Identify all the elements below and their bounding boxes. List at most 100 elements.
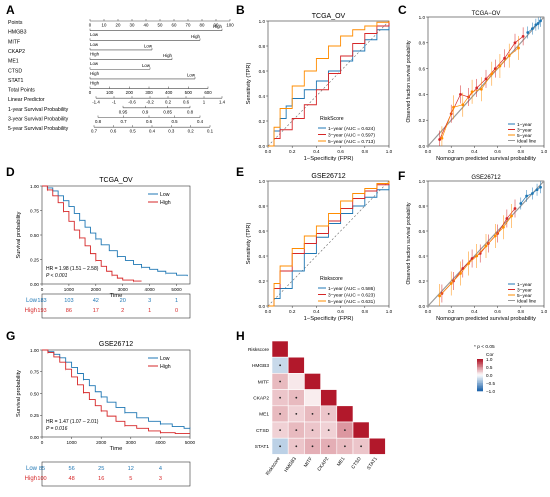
km-y-tick-label: 0.00 — [30, 435, 39, 440]
calibration-y-tick-label: 0.8 — [419, 41, 426, 46]
calibration-point — [519, 202, 523, 205]
nomogram-tick-label: 0.95 — [119, 109, 128, 114]
nomogram-tick-label: 0.8 — [187, 109, 194, 114]
heatmap-legend-gradient-step — [477, 376, 483, 379]
nomogram-tick-label: -0.6 — [128, 100, 136, 105]
calibration-point — [459, 93, 462, 96]
nomogram-tick-label: 20 — [116, 23, 121, 28]
roc-y-tick-label: 0.6 — [259, 69, 266, 74]
heatmap-row-label: Riskscore — [248, 347, 269, 353]
risk-table-cell: 20 — [120, 298, 126, 304]
nomogram-level-low: Low — [90, 61, 99, 66]
calibration-point — [521, 34, 525, 38]
nomogram-tick-label: 1.4 — [219, 100, 226, 105]
calibration-x-tick-label: 0.2 — [448, 149, 455, 154]
km-y-tick-label: 1.00 — [30, 348, 39, 353]
calibration-point — [539, 19, 542, 23]
heatmap-legend-gradient-step — [477, 365, 483, 368]
risk-table-cell: 56 — [68, 466, 74, 472]
heatmap-significance-mark — [327, 445, 330, 448]
calibration-point — [467, 262, 470, 265]
km-y-tick-label: 1.00 — [30, 184, 39, 189]
heatmap-cell — [352, 421, 370, 439]
panel-letter-g: G — [6, 329, 15, 343]
nomogram-level-low: Low — [142, 63, 151, 68]
roc-curve-3 — [268, 21, 390, 147]
heatmap-legend-gradient-step — [477, 367, 483, 369]
heatmap-legend-tick-label: 0.0 — [486, 373, 493, 378]
heatmap-significance-mark — [279, 413, 281, 415]
nomogram-tick-label: 60 — [172, 23, 177, 28]
nomogram-tick-label: 0.9 — [142, 109, 149, 114]
calibration-point — [539, 185, 542, 189]
heatmap-significance-mark — [279, 396, 281, 399]
heatmap-legend-gradient-step — [477, 389, 483, 392]
calibration-point — [498, 64, 502, 68]
nomogram-tick-label: 400 — [165, 90, 173, 95]
roc-y-tick-label: 0.2 — [259, 119, 266, 124]
roc-title: GSE26712 — [311, 173, 345, 180]
calibration-x-tick-label: 0.6 — [494, 149, 501, 154]
calibration-point — [503, 56, 506, 60]
nomogram-tick-label: 200 — [126, 90, 134, 95]
calibration-point — [475, 254, 479, 258]
nomogram-tick-label: 0.5 — [171, 119, 178, 124]
nomogram-level-high: High — [90, 51, 100, 56]
nomogram-tick-label: 0.7 — [91, 129, 98, 134]
roc-x-axis-label: 1−Specificity (FPR) — [304, 316, 354, 322]
roc-x-tick-label: 0.4 — [313, 149, 320, 154]
calibration-point — [449, 282, 453, 285]
nomogram-row-label: MITF — [8, 39, 20, 45]
calibration-x-tick-label: 1.0 — [541, 149, 548, 154]
calibration-x-tick-label: 0.8 — [518, 149, 525, 154]
nomogram-tick-label: 0 — [89, 90, 92, 95]
heatmap-legend-note: * p < 0.05 — [474, 344, 495, 350]
nomogram-row-label: 5-year Survival Probability — [8, 126, 69, 132]
heatmap-cell — [368, 437, 386, 455]
roc-plot-frame — [267, 180, 390, 307]
nomogram-tick-label: 0.1 — [207, 129, 214, 134]
nomogram-level-high: High — [163, 53, 173, 58]
risk-table-frame — [41, 461, 191, 487]
km-legend-label: High — [160, 364, 171, 370]
risk-table-row-label: High — [25, 476, 37, 482]
calibration-point — [507, 54, 511, 58]
heatmap-legend-gradient-step — [477, 363, 483, 366]
risk-table-cell: 3 — [159, 476, 162, 482]
km-y-tick-label: 0.25 — [30, 257, 39, 262]
calibration-line-3 — [441, 47, 519, 139]
nomogram-tick-label: 10 — [102, 23, 107, 28]
roc-legend-label: 5−year (AUC = 0.713) — [328, 139, 375, 145]
calibration-point — [510, 214, 513, 218]
nomogram-row-label: 3-year Survival Probability — [8, 117, 69, 123]
nomogram-tick-label: 0.2 — [188, 129, 195, 134]
heatmap-legend-gradient-step — [477, 373, 483, 376]
calibration-legend-label: 1−year — [517, 122, 532, 128]
km-y-tick-label: 0.00 — [30, 282, 39, 287]
roc-legend-label: 1−year (AUC = 0.624) — [328, 126, 375, 132]
risk-table-cell: 100 — [37, 476, 46, 482]
nomogram-row-label: ME1 — [8, 59, 19, 65]
calibration-x-tick-label: 0.8 — [518, 309, 525, 314]
km-x-tick-label: 1000 — [64, 287, 75, 292]
heatmap-legend-gradient-step — [477, 383, 483, 385]
risk-table-row-label: High — [25, 308, 37, 314]
km-x-tick-label: 5000 — [185, 440, 196, 445]
calibration-legend-label: Ideal line — [517, 298, 537, 304]
heatmap-significance-mark — [344, 429, 346, 431]
roc-x-tick-label: 0.2 — [289, 149, 296, 154]
nomogram-tick-label: 0.6 — [110, 129, 117, 134]
km-x-tick-label: 0 — [41, 287, 44, 292]
heatmap-legend-gradient-step — [477, 368, 483, 371]
heatmap-significance-mark — [344, 445, 346, 448]
calibration-y-tick-label: 0.0 — [419, 304, 426, 309]
roc-reference-diagonal — [267, 20, 390, 147]
risk-table-cell: 17 — [93, 308, 99, 314]
calibration-y-tick-label: 0.4 — [419, 254, 426, 259]
km-x-tick-label: 1000 — [66, 440, 77, 445]
calibration-point — [531, 27, 534, 31]
calibration-point — [475, 86, 479, 90]
calibration-x-tick-label: 0.4 — [471, 309, 478, 314]
heatmap-cell — [336, 405, 354, 423]
calibration-x-tick-label: 0.0 — [425, 309, 432, 314]
